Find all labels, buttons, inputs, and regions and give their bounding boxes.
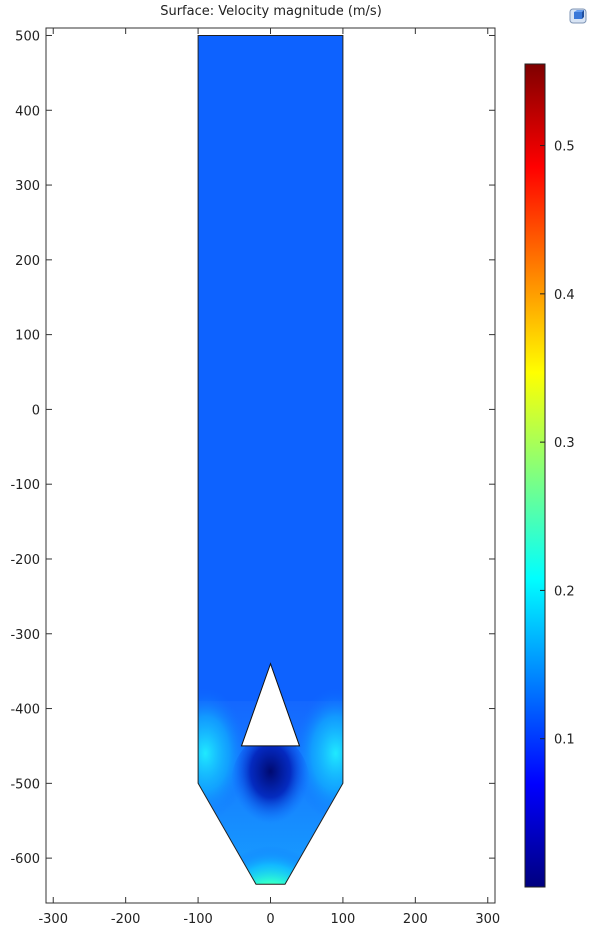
y-tick-label: 100: [15, 329, 40, 344]
x-tick-label: 100: [331, 912, 356, 927]
x-tick-label: 200: [403, 912, 428, 927]
x-tick-label: 0: [266, 912, 274, 927]
y-tick-label: -600: [10, 852, 40, 867]
field-jet-left: [198, 686, 249, 821]
plot-title: Surface: Velocity magnitude (m/s): [160, 4, 382, 19]
y-tick-label: -300: [10, 628, 40, 643]
colorbar-tick-label: 0.4: [554, 288, 575, 303]
field-wake: [230, 734, 311, 840]
3d-box-icon[interactable]: [569, 8, 587, 24]
colorbar-tick-label: 0.1: [554, 733, 575, 748]
x-tick-label: -300: [38, 912, 68, 927]
x-tick-label: 300: [475, 912, 500, 927]
obstacle-triangle: [240, 662, 301, 747]
x-axis: -300 -200 -100 0 100 200 300: [38, 28, 500, 927]
y-tick-label: 0: [32, 403, 40, 418]
y-tick-label: -500: [10, 777, 40, 792]
colorbar-ticks: 0.1 0.2 0.3 0.4 0.5: [540, 140, 575, 748]
velocity-field: [198, 35, 343, 885]
field-jet-right: [292, 686, 343, 821]
colorbar: [524, 63, 546, 888]
y-tick-label: 200: [15, 254, 40, 269]
colorbar-tick-label: 0.5: [554, 140, 575, 155]
domain-outline: [197, 35, 344, 885]
y-tick-label: 300: [15, 179, 40, 194]
y-tick-label: -400: [10, 703, 40, 718]
y-tick-label: 500: [15, 29, 40, 44]
field-outlet: [230, 835, 311, 885]
y-tick-label: 400: [15, 104, 40, 119]
y-tick-label: -200: [10, 553, 40, 568]
y-axis: 500 400 300 200 100 0 -100 -200 -300 -400 -500 -600: [10, 29, 495, 867]
x-tick-label: -200: [111, 912, 141, 927]
x-tick-label: -100: [183, 912, 213, 927]
colorbar-tick-label: 0.3: [554, 436, 575, 451]
y-tick-label: -100: [10, 478, 40, 493]
colorbar-tick-label: 0.2: [554, 584, 575, 599]
